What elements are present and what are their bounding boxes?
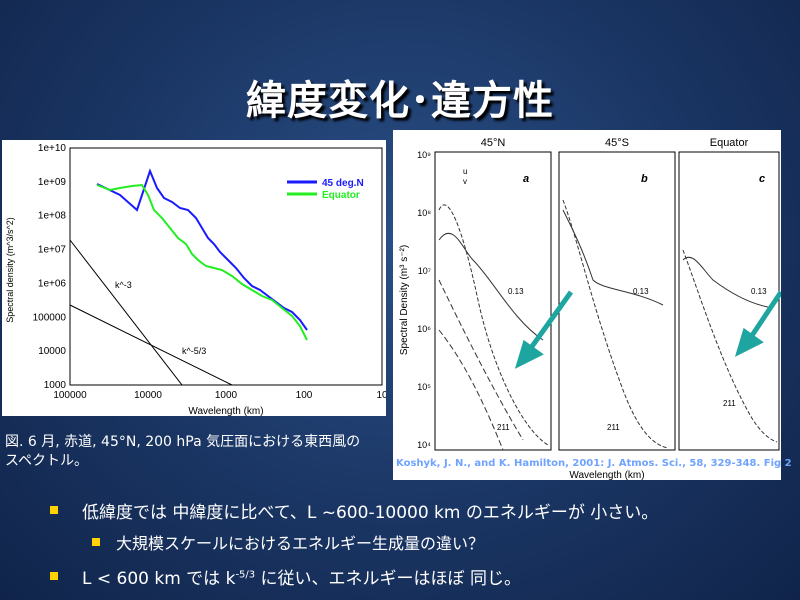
left-ytick-label: 100000	[33, 312, 67, 323]
bullet-item-3: L < 600 km では k-5/3 に従い、エネルギーはほぼ 同じ。	[82, 564, 521, 589]
bullet-item-1: 低緯度では 中緯度に比べて、L ~600-10000 km のエネルギーが 小さ…	[82, 503, 659, 523]
bullet-square-icon	[50, 506, 58, 514]
bullet-item-3-pre: L < 600 km では k	[82, 569, 236, 589]
annotation-013-b: 0.13	[633, 287, 649, 296]
annotation-211-b: 211	[607, 423, 620, 432]
left-xtick-label: 100	[296, 390, 313, 401]
arrow-b-equator	[746, 290, 784, 342]
left-xtick-label: 1000	[215, 390, 238, 401]
left-ytick-label: 1e+07	[38, 245, 67, 256]
annotation-013-c: 0.13	[751, 287, 767, 296]
right-ytick-label: 10⁷	[418, 266, 431, 276]
slide-title: 緯度変化･違方性	[246, 78, 554, 124]
arrow-a	[525, 290, 574, 354]
right-ytick-label: 10⁶	[417, 324, 431, 334]
legend-u: u	[463, 167, 467, 176]
annotation-013-a: 0.13	[508, 287, 524, 296]
panel-title-45N: 45°N	[481, 137, 506, 149]
panel-letter-a: a	[523, 173, 529, 185]
left-ylabel: Spectral density (m^3/s^2)	[5, 217, 15, 322]
left-xtick-label: 100000	[53, 390, 87, 401]
series-45N-line	[96, 168, 308, 331]
panel-title-equator: Equator	[710, 137, 749, 149]
right-spectrum-figure: 45°N 45°S Equator a b c u v 10⁹ 10⁸ 10⁷ 10⁶…	[393, 130, 784, 481]
panel-letter-b: b	[641, 173, 648, 185]
left-spectrum-figure: 1e+10 1e+09 1e+08 1e+07 1e+06 100000 10000 1000…	[2, 140, 388, 417]
annotation-211-c: 211	[723, 399, 736, 408]
right-figure-citation: Koshyk, J. N., and K. Hamilton, 2001: J.…	[396, 458, 792, 469]
left-xlabel: Wavelength (km)	[188, 406, 263, 416]
left-ytick-label: 1e+06	[38, 278, 67, 289]
k-53-reference-line	[69, 304, 233, 386]
legend-equator: Equator	[322, 190, 360, 201]
left-ytick-label: 1e+10	[38, 143, 67, 154]
left-ytick-label: 10000	[38, 346, 66, 357]
k-3-annotation: k^-3	[115, 280, 132, 290]
right-ytick-label: 10⁴	[417, 440, 431, 450]
right-ytick-label: 10⁸	[417, 208, 431, 218]
bullet-square-icon	[92, 538, 100, 546]
bullet-item-2: 大規模スケールにおけるエネルギー生成量の違い？	[116, 534, 485, 553]
left-figure-caption: 図. 6 月, 赤道, 45°N, 200 hPa 気圧面における東西風のスペク…	[5, 434, 361, 469]
bullet-item-3-post: に従い、エネルギーはほぼ 同じ。	[255, 569, 521, 589]
left-ytick-label: 1e+09	[38, 177, 67, 188]
bullet-item-3-sup: -5/3	[235, 569, 256, 581]
k-3-reference-line	[69, 239, 183, 386]
left-xtick-label: 10000	[134, 390, 162, 401]
series-equator-line	[96, 183, 308, 341]
right-ytick-label: 10⁹	[417, 150, 431, 160]
panel-letter-c: c	[759, 173, 765, 185]
annotation-211-a: 211	[497, 423, 510, 432]
k-53-annotation: k^-5/3	[182, 346, 206, 356]
right-ylabel: Spectral Density (m³ s⁻²)	[399, 245, 410, 355]
left-ytick-label: 1e+08	[38, 211, 67, 222]
legend-v: v	[463, 177, 467, 186]
left-xtick-label: 10	[376, 390, 386, 401]
left-ytick-label: 1000	[44, 380, 67, 391]
legend-45N: 45 deg.N	[322, 178, 364, 189]
panel-title-45S: 45°S	[605, 137, 629, 149]
bullet-square-icon	[50, 572, 58, 580]
right-ytick-label: 10⁵	[417, 382, 431, 392]
right-xlabel: Wavelength (km)	[569, 470, 644, 480]
